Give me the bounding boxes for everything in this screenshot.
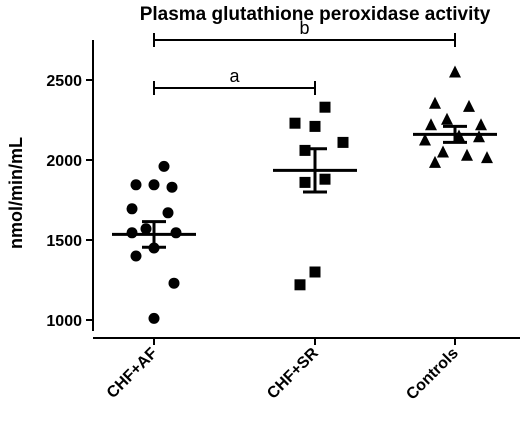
data-point (130, 250, 142, 262)
data-point (319, 173, 331, 185)
data-point (419, 133, 431, 146)
data-point (130, 179, 142, 191)
data-point (299, 144, 311, 156)
data-point (162, 207, 174, 219)
data-point (463, 99, 475, 112)
x-tick-label-controls: Controls (403, 345, 462, 404)
data-point (425, 118, 437, 131)
data-point (429, 155, 441, 168)
axes: 1000 1500 2000 2500 CHF+AF CHF+SR Controls (46, 40, 520, 403)
data-point (170, 227, 182, 239)
y-tick-label-1500: 1500 (46, 233, 82, 250)
data-point (126, 203, 138, 215)
data-point (473, 130, 485, 143)
data-point (148, 179, 160, 191)
data-point (475, 118, 487, 131)
data-point (441, 112, 453, 125)
y-tick-label-2000: 2000 (46, 153, 82, 170)
data-point (158, 160, 170, 172)
y-axis-label: nmol/min/mL (6, 137, 26, 249)
data-point (148, 312, 160, 324)
data-point (294, 279, 306, 291)
data-point (140, 223, 152, 235)
data-point (481, 151, 493, 164)
series-chf-sr (273, 101, 357, 291)
data-point (337, 136, 349, 148)
data-marks (112, 65, 497, 324)
series-controls (413, 65, 497, 168)
data-point (126, 227, 138, 239)
x-tick-label-chf-sr: CHF+SR (264, 344, 322, 402)
y-tick-label-2500: 2500 (46, 73, 82, 90)
data-point (289, 117, 301, 129)
significance-bracket-b: b (153, 18, 456, 47)
data-point (299, 176, 311, 188)
bracket-label-a: a (229, 66, 240, 86)
data-point (309, 266, 321, 278)
data-point (309, 120, 321, 132)
data-point (319, 101, 331, 113)
data-point (437, 145, 449, 158)
data-point (461, 148, 473, 161)
significance-bracket-a: a (153, 66, 316, 95)
chart-title: Plasma glutathione peroxidase activity (140, 4, 491, 25)
significance-annotations: ab (153, 18, 456, 95)
data-point (449, 65, 461, 78)
data-point (166, 181, 178, 193)
y-tick-label-1000: 1000 (46, 313, 82, 330)
bracket-label-b: b (299, 18, 309, 38)
x-tick-label-chf-af: CHF+AF (104, 345, 161, 402)
data-point (168, 277, 180, 289)
series-chf-af (112, 160, 196, 324)
data-point (429, 96, 441, 109)
